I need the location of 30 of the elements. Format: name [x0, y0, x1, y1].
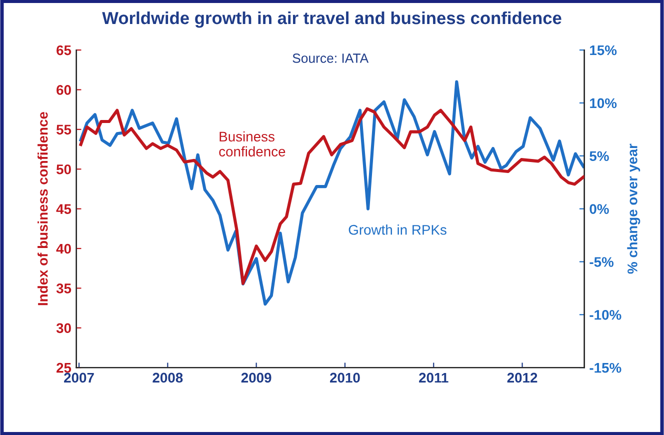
- x-tick-label: 2010: [330, 372, 360, 383]
- x-tick-label: 2011: [419, 372, 448, 383]
- line-series: [79, 80, 584, 306]
- y-tick-label: 65: [56, 45, 72, 56]
- y2-tick-label: -15%: [590, 362, 622, 373]
- y-axis-title: Index of business confidence: [38, 112, 48, 306]
- y2-axis-title: % change over year: [627, 144, 640, 274]
- y-tick-label: 40: [56, 244, 71, 254]
- y2-tick-label: 15%: [590, 45, 617, 56]
- y-tick-label: 45: [56, 204, 72, 214]
- y2-tick-label: -5%: [590, 257, 614, 267]
- y2-tick-label: 10%: [590, 98, 617, 108]
- x-tick-label: 2007: [64, 372, 94, 383]
- line-series: [79, 107, 584, 285]
- y-tick-label: 25: [56, 362, 72, 373]
- y-tick-label: 60: [56, 85, 71, 95]
- y-tick-label: 55: [56, 124, 72, 135]
- series-label: Growth in RPKs: [348, 224, 446, 235]
- y-tick-label: 35: [56, 284, 72, 294]
- y2-tick-label: 0%: [590, 204, 609, 214]
- chart-title: Worldwide growth in air travel and business confidence: [102, 11, 562, 28]
- y-tick-label: 30: [56, 323, 71, 334]
- x-tick-label: 2009: [241, 372, 272, 383]
- x-tick-label: 2008: [152, 372, 183, 383]
- x-tick-label: 2012: [507, 372, 538, 383]
- y2-tick-label: -10%: [590, 310, 622, 320]
- y-tick-label: 50: [56, 164, 71, 174]
- y2-tick-label: 5%: [590, 151, 609, 162]
- series-label: Business confidence: [219, 131, 286, 156]
- chart-subtitle: Source: IATA: [292, 54, 369, 63]
